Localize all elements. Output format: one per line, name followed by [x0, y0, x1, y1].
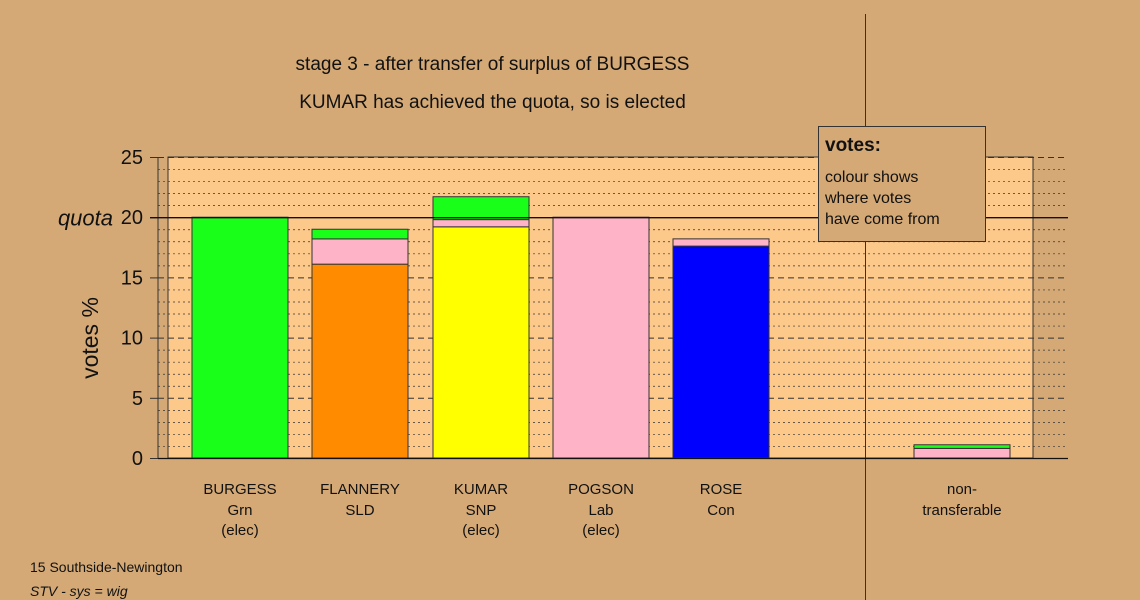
y-tick-label: 25 [121, 147, 143, 169]
legend-line: colour shows [825, 169, 919, 186]
bar-rose-segment-con [672, 245, 770, 459]
x-label-name: ROSE [700, 481, 743, 498]
bar-pogson-segment-lab [552, 216, 650, 459]
x-label-name: POGSON [568, 481, 634, 498]
x-label-name: BURGESS [203, 481, 276, 498]
bar-flannery-segment-grn [311, 228, 409, 240]
legend-line: have come from [825, 211, 940, 228]
bar-kumar-segment-grn [432, 196, 530, 221]
x-label-name: FLANNERY [320, 481, 400, 498]
y-tick-label: 20 [121, 207, 143, 229]
x-label-status: (elec) [462, 522, 500, 539]
y-tick-label: 0 [132, 448, 143, 470]
bar-kumar-segment-snp [432, 226, 530, 459]
x-label-party: Lab [588, 502, 613, 519]
quota-label: quota [58, 206, 113, 231]
y-tick-label: 5 [132, 388, 143, 410]
system-label: STV - sys = wig [30, 583, 128, 599]
x-label-party: Grn [227, 502, 252, 519]
legend-line: where votes [825, 190, 912, 207]
x-label-non-transferable: transferable [922, 502, 1001, 519]
x-label-party: SNP [466, 502, 497, 519]
x-label-status: (elec) [221, 522, 259, 539]
bar-flannery-segment-sld [311, 263, 409, 459]
x-label-non-transferable: non- [947, 481, 977, 498]
bar-burgess-segment-grn [191, 216, 289, 459]
x-label-name: KUMAR [454, 481, 508, 498]
bar-non-transferable-segment-grn [913, 444, 1011, 449]
x-label-party: SLD [345, 502, 374, 519]
bar-kumar-segment-lab [432, 219, 530, 228]
legend-box: votes: colour shows where votes have com… [818, 126, 986, 242]
y-tick-label: 15 [121, 267, 143, 289]
x-label-party: Con [707, 502, 735, 519]
bar-non-transferable-segment-lab [913, 447, 1011, 459]
legend-body: colour shows where votes have come from [825, 167, 979, 230]
chart-title: stage 3 - after transfer of surplus of B… [295, 54, 690, 75]
bar-rose-segment-lab [672, 238, 770, 247]
y-tick-label: 10 [121, 328, 143, 350]
constituency-label: 15 Southside-Newington [30, 559, 183, 575]
y-axis-label: votes % [77, 297, 103, 379]
bar-flannery-segment-lab [311, 238, 409, 265]
x-label-status: (elec) [582, 522, 620, 539]
chart-subtitle: KUMAR has achieved the quota, so is elec… [299, 92, 686, 113]
legend-title: votes: [825, 135, 881, 156]
